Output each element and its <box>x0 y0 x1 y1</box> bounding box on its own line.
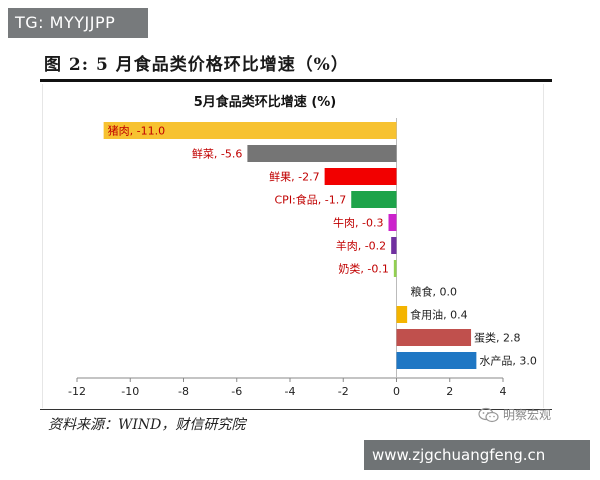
bar <box>396 306 408 323</box>
x-tick-label: -8 <box>178 385 189 398</box>
data-label: 粮食, 0.0 <box>411 285 458 299</box>
x-tick-label: 0 <box>393 385 400 398</box>
watermark-top: TG: MYYJJPP <box>8 8 148 38</box>
data-label: 水产品, 3.0 <box>479 354 537 368</box>
bar-chart: 5月食品类环比增速 (%) -12 -10 -8 -6 -4 -2 0 2 4 猪肉, -11.0 鲜… <box>68 94 537 398</box>
bottom-rule <box>40 409 552 410</box>
top-rule <box>40 79 552 82</box>
bar <box>324 168 397 185</box>
data-label: CPI:食品, -1.7 <box>275 193 347 207</box>
bar <box>396 352 477 369</box>
x-tick-label: -12 <box>68 385 86 398</box>
data-label: 食用油, 0.4 <box>410 308 468 322</box>
wechat-label: 明察宏观 <box>503 408 552 422</box>
data-label: 鲜菜, -5.6 <box>192 147 242 161</box>
x-tick-label: 4 <box>500 385 507 398</box>
x-tick-label: -10 <box>121 385 139 398</box>
data-label: 鲜果, -2.7 <box>269 170 319 184</box>
source-note: 资料来源：WIND，财信研究院 <box>48 417 246 433</box>
x-tick-label: -2 <box>338 385 349 398</box>
wechat-icon <box>478 407 500 423</box>
x-tick-label: -4 <box>285 385 296 398</box>
x-tick-label: 2 <box>446 385 453 398</box>
chart-frame: 5月食品类环比增速 (%) -12 -10 -8 -6 -4 -2 0 2 4 猪肉, -11.0 鲜… <box>42 84 544 408</box>
data-label: 羊肉, -0.2 <box>336 239 386 253</box>
bar <box>391 237 397 254</box>
data-label: 猪肉, -11.0 <box>108 125 165 138</box>
data-label: 蛋类, 2.8 <box>474 331 521 345</box>
bar <box>351 191 397 208</box>
watermark-bottom: www.zjgchuangfeng.cn <box>364 440 590 470</box>
data-label: 牛肉, -0.3 <box>333 216 383 230</box>
bar <box>103 122 397 139</box>
x-tick-label: -6 <box>231 385 242 398</box>
data-label: 奶类, -0.1 <box>338 262 388 276</box>
bar <box>388 214 397 231</box>
bar <box>247 145 397 162</box>
wechat-badge: 明察宏观 <box>478 406 551 423</box>
bar <box>393 260 397 277</box>
figure-title: 图 2: 5 月食品类价格环比增速（%） <box>44 55 349 75</box>
bar <box>396 329 472 346</box>
chart-title: 5月食品类环比增速 (%) <box>194 94 336 110</box>
